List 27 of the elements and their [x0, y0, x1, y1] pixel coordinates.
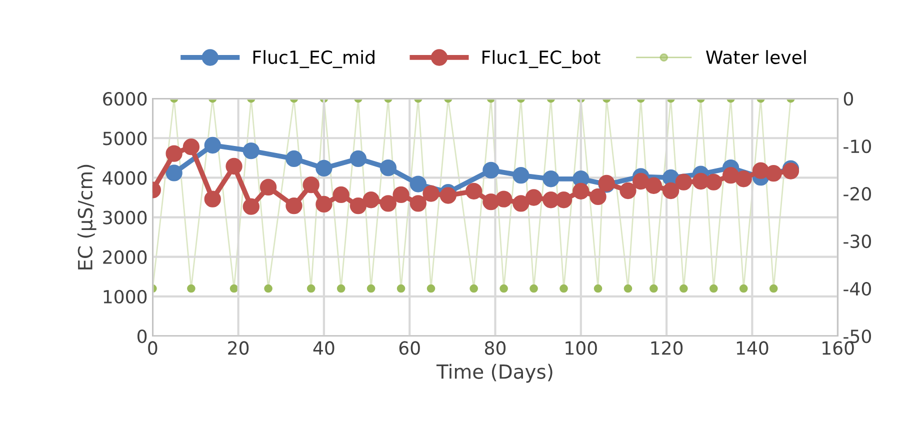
- legend-label: Fluc1_EC_bot: [482, 50, 600, 68]
- y-tick-label: 4000: [102, 171, 147, 185]
- legend-label: Fluc1_EC_mid: [253, 50, 374, 68]
- x-tick-label: 0: [148, 341, 158, 355]
- x-tick-label: 60: [399, 341, 420, 355]
- y-tick-label: 5000: [103, 132, 147, 146]
- y2-tick-label: -30: [844, 234, 871, 248]
- y-tick-label: 2000: [103, 250, 147, 264]
- y-tick-label: 0: [138, 329, 147, 344]
- x-tick-label: 20: [228, 341, 249, 355]
- y-tick-label: 3000: [103, 210, 147, 224]
- y-tick-label: 1000: [104, 290, 147, 304]
- x-tick-label: 160: [822, 341, 854, 355]
- legend-label: Water level: [706, 50, 806, 64]
- x-tick-label: 80: [484, 341, 506, 355]
- y2-tick-label: -10: [844, 140, 871, 154]
- y-tick-label: 6000: [103, 92, 147, 106]
- x-tick-label: 100: [566, 341, 597, 355]
- x-tick-label: 40: [313, 341, 334, 355]
- y2-tick-label: -20: [844, 186, 871, 201]
- y2-tick-label: -50: [844, 329, 871, 344]
- y-axis-title: EC (µS/cm): [77, 164, 96, 270]
- y2-tick-label: 0: [844, 92, 853, 106]
- x-axis-title: Time (Days): [436, 364, 552, 383]
- x-tick-label: 120: [651, 341, 683, 355]
- y2-tick-label: -40: [844, 282, 871, 296]
- x-tick-label: 140: [736, 341, 768, 355]
